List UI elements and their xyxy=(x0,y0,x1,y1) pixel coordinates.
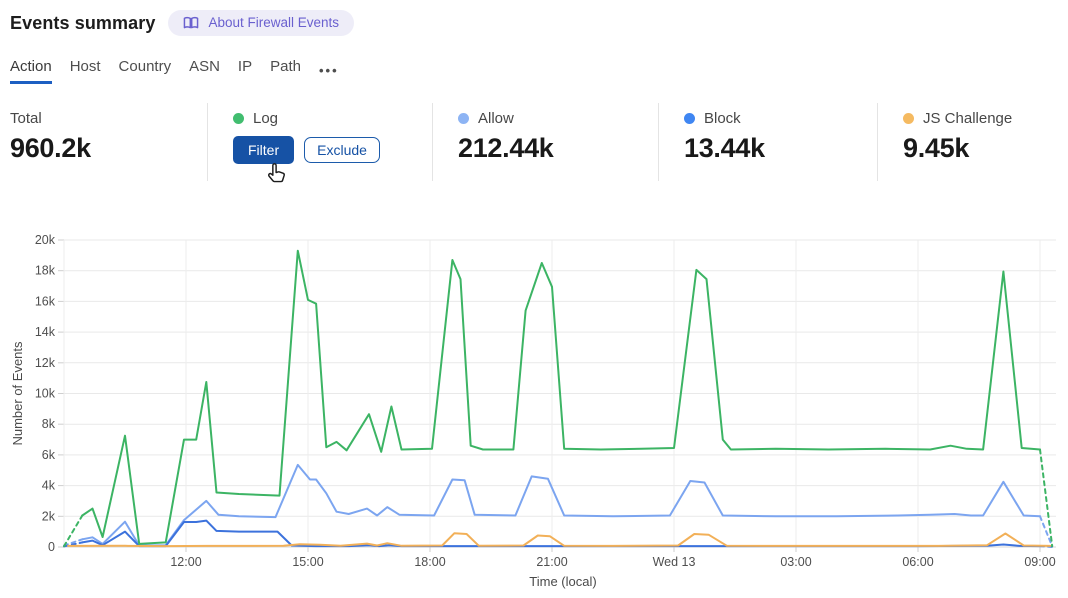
stat-js-challenge-label: JS Challenge xyxy=(923,110,1013,127)
y-tick-label: 20k xyxy=(35,233,56,247)
y-tick-label: 18k xyxy=(35,264,56,278)
about-link-label: About Firewall Events xyxy=(208,15,340,30)
stat-js-challenge[interactable]: JS Challenge 9.45k xyxy=(877,103,1058,181)
x-tick-label: 21:00 xyxy=(536,555,567,569)
stat-total-label: Total xyxy=(10,110,42,127)
series-block-line[interactable] xyxy=(81,519,1041,548)
y-tick-label: 12k xyxy=(35,356,56,370)
y-tick-label: 2k xyxy=(42,509,56,523)
stat-total-value: 960.2k xyxy=(10,133,91,163)
stat-block-value: 13.44k xyxy=(684,133,765,163)
about-firewall-events-link[interactable]: About Firewall Events xyxy=(168,10,355,37)
filter-button[interactable]: Filter xyxy=(233,136,295,165)
series-allow-dashed-end xyxy=(1039,515,1054,548)
exclude-button[interactable]: Exclude xyxy=(304,137,380,164)
tab-action[interactable]: Action xyxy=(10,58,52,84)
tabs-more-button[interactable]: ••• xyxy=(318,63,339,78)
series-log-line[interactable] xyxy=(81,249,1041,545)
series-log-dashed-end xyxy=(1039,448,1054,548)
tab-ip[interactable]: IP xyxy=(237,58,253,75)
tab-asn[interactable]: ASN xyxy=(189,58,220,75)
y-tick-label: 16k xyxy=(35,294,56,308)
log-legend-dot xyxy=(233,113,244,124)
js-challenge-legend-dot xyxy=(903,113,914,124)
y-tick-label: 6k xyxy=(42,448,56,462)
allow-legend-dot xyxy=(458,113,469,124)
series-log-dashed-start xyxy=(63,514,84,548)
stats-row: Total 960.2k Log Filter Exclude Allow 21… xyxy=(10,103,1058,181)
x-axis-title: Time (local) xyxy=(529,574,596,589)
events-time-series-chart[interactable]: 0 2k 4k 6k 8k 10k 12k 14k 16k 18k 20k 12:00 15:00 18:… xyxy=(0,225,1068,598)
stat-block-label: Block xyxy=(704,110,741,127)
stat-log[interactable]: Log Filter Exclude xyxy=(207,103,432,181)
series-js-challenge-line[interactable] xyxy=(67,532,1052,548)
block-legend-dot xyxy=(684,113,695,124)
y-tick-label: 4k xyxy=(42,479,56,493)
stat-js-challenge-value: 9.45k xyxy=(903,133,970,163)
tab-path[interactable]: Path xyxy=(270,58,301,75)
y-tick-label: 8k xyxy=(42,417,56,431)
stat-total: Total 960.2k xyxy=(10,103,207,181)
x-tick-label: 03:00 xyxy=(780,555,811,569)
y-tick-label: 10k xyxy=(35,387,56,401)
x-tick-label: 09:00 xyxy=(1024,555,1055,569)
y-axis-title: Number of Events xyxy=(10,341,25,446)
y-tick-label: 0 xyxy=(48,540,55,554)
series-allow-dashed-start xyxy=(63,538,84,547)
stat-allow[interactable]: Allow 212.44k xyxy=(432,103,658,181)
stat-allow-value: 212.44k xyxy=(458,133,554,163)
series-block-dashed-start xyxy=(63,541,84,548)
header: Events summary About Firewall Events xyxy=(10,10,355,37)
tab-country[interactable]: Country xyxy=(118,58,172,75)
page-title: Events summary xyxy=(10,12,156,33)
book-icon xyxy=(183,16,199,30)
x-tick-label: 12:00 xyxy=(170,555,201,569)
tab-host[interactable]: Host xyxy=(69,58,101,75)
series-allow-line[interactable] xyxy=(81,463,1041,547)
x-tick-label: 18:00 xyxy=(414,555,445,569)
x-tick-label: 06:00 xyxy=(902,555,933,569)
stat-allow-label: Allow xyxy=(478,110,514,127)
stat-log-label: Log xyxy=(253,110,279,127)
dimension-tabs: Action Host Country ASN IP Path ••• xyxy=(10,58,339,84)
stat-block[interactable]: Block 13.44k xyxy=(658,103,877,181)
x-tick-label: Wed 13 xyxy=(653,555,696,569)
y-tick-label: 14k xyxy=(35,325,56,339)
x-tick-label: 15:00 xyxy=(292,555,323,569)
